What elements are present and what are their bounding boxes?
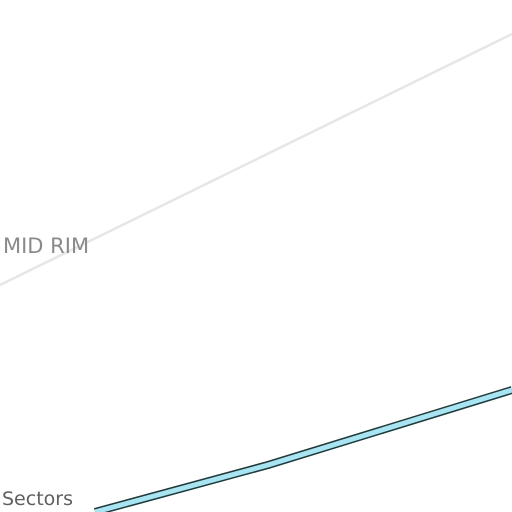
minor-road-line xyxy=(0,32,512,287)
highway-fill xyxy=(94,387,512,512)
district-label: MID RIM xyxy=(3,234,90,258)
road-label: Sectors xyxy=(2,488,73,510)
